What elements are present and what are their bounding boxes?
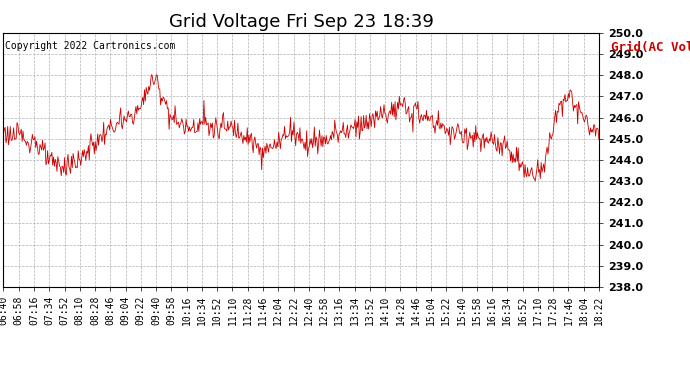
Title: Grid Voltage Fri Sep 23 18:39: Grid Voltage Fri Sep 23 18:39 xyxy=(169,13,433,32)
Text: Copyright 2022 Cartronics.com: Copyright 2022 Cartronics.com xyxy=(5,40,175,51)
Text: Grid(AC Volts): Grid(AC Volts) xyxy=(611,40,690,54)
